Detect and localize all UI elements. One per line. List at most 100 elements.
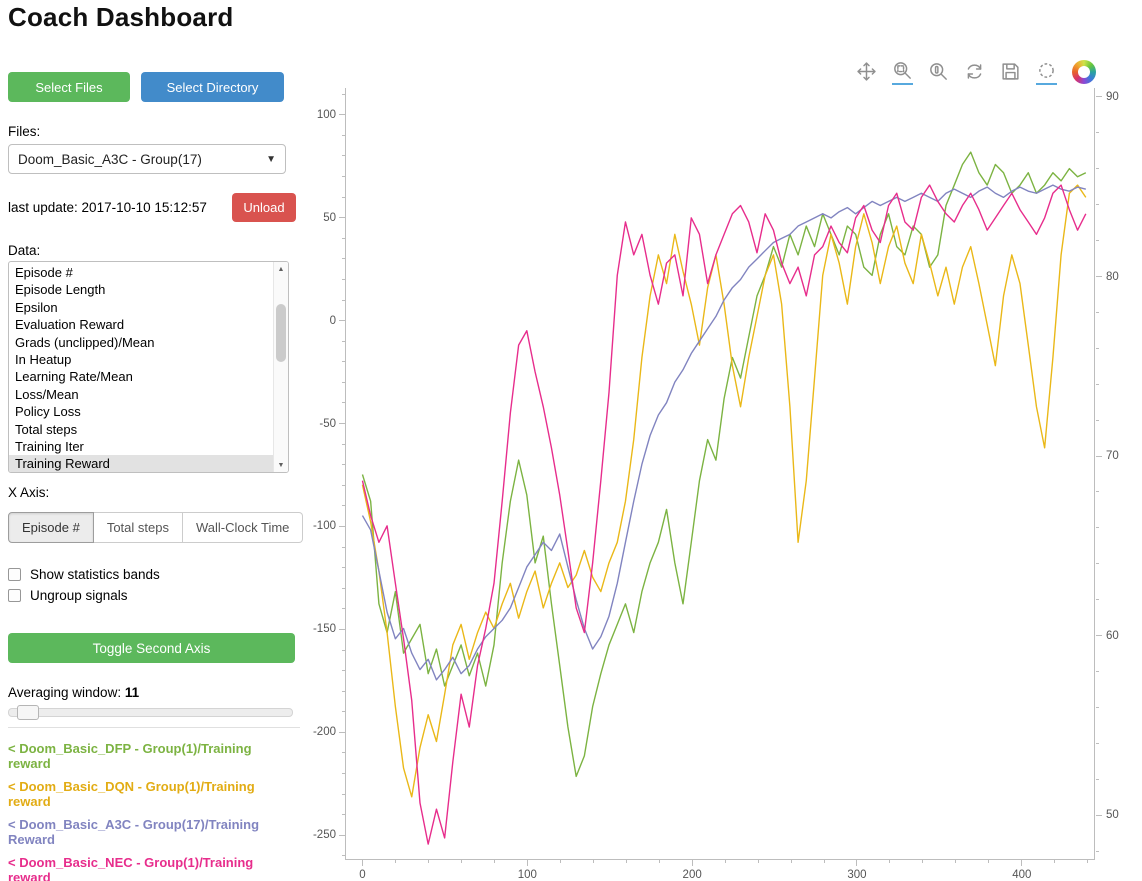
chevron-down-icon: ▼: [266, 153, 276, 165]
tick-mark: [1096, 419, 1099, 421]
tick-mark: [1096, 599, 1099, 601]
data-listbox[interactable]: Episode # Episode Length Epsilon Evaluation…: [8, 261, 289, 473]
legend-item[interactable]: < Doom_Basic_DFP - Group(1)/Training rew…: [8, 741, 252, 771]
tick-mark: [1096, 814, 1102, 816]
last-update-row: last update: 2017-10-10 15:12:57 Unload: [8, 193, 296, 222]
unload-button[interactable]: Unload: [232, 193, 296, 222]
tick-mark: [339, 114, 345, 116]
tick-mark: [493, 860, 495, 863]
plot-area[interactable]: 100 50 0 -50 -100 -150 -200 -250 0 100 200 300 400 90…: [313, 88, 1119, 881]
tick-mark: [394, 860, 396, 863]
list-item[interactable]: In Heatup: [15, 352, 72, 368]
tick-mark: [724, 860, 726, 863]
legend-item[interactable]: < Doom_Basic_A3C - Group(17)/Training Re…: [8, 817, 260, 847]
x-axis-option-button[interactable]: Wall-Clock Time: [182, 512, 304, 543]
hover-icon[interactable]: [1036, 58, 1057, 85]
tick-mark: [460, 860, 462, 863]
tick-mark: [1054, 860, 1056, 863]
legend-item[interactable]: < Doom_Basic_NEC - Group(1)/Training rew…: [8, 855, 254, 881]
list-item[interactable]: Training Iter: [15, 439, 84, 455]
y-axis-left-tick-label: -50: [319, 417, 336, 430]
list-item[interactable]: Learning Rate/Mean: [15, 369, 133, 385]
tick-mark: [342, 155, 345, 157]
y-axis-left-tick-label: 100: [316, 108, 336, 121]
reset-icon[interactable]: [964, 58, 985, 85]
tick-mark: [1096, 96, 1102, 98]
tick-mark: [342, 134, 345, 136]
scroll-down-icon[interactable]: ▼: [277, 462, 285, 469]
tick-mark: [823, 860, 825, 863]
show-statistics-checkbox[interactable]: [8, 568, 21, 581]
tick-mark: [342, 567, 345, 569]
tick-mark: [427, 860, 429, 863]
list-item[interactable]: Policy Loss: [15, 404, 81, 420]
y-axis-left-tick-label: -100: [312, 520, 336, 533]
bokeh-logo[interactable]: [1072, 58, 1096, 85]
tick-mark: [1096, 204, 1099, 206]
tick-mark: [342, 237, 345, 239]
scrollbar-thumb[interactable]: [276, 304, 286, 362]
tick-mark: [361, 860, 363, 866]
tick-mark: [342, 258, 345, 260]
list-item[interactable]: Loss/Mean: [15, 386, 79, 402]
list-item[interactable]: Grads (unclipped)/Mean: [15, 334, 155, 350]
wheel-zoom-icon[interactable]: [928, 58, 949, 85]
data-label: Data:: [8, 243, 41, 258]
tick-mark: [342, 361, 345, 363]
list-item[interactable]: Episode #: [15, 265, 73, 280]
pan-icon[interactable]: [856, 58, 877, 85]
tick-mark: [339, 834, 345, 836]
files-dropdown[interactable]: Doom_Basic_A3C - Group(17) ▼: [8, 144, 286, 174]
scroll-up-icon[interactable]: ▲: [277, 266, 285, 273]
tick-mark: [342, 299, 345, 301]
tick-mark: [342, 278, 345, 280]
select-files-button[interactable]: Select Files: [8, 72, 130, 102]
tick-mark: [1021, 860, 1023, 866]
tick-mark: [1096, 347, 1099, 349]
list-item[interactable]: Total steps: [15, 421, 78, 437]
save-icon[interactable]: [1000, 58, 1021, 85]
tick-mark: [342, 546, 345, 548]
tick-mark: [1096, 455, 1102, 457]
tick-mark: [342, 340, 345, 342]
tick-mark: [1096, 311, 1099, 313]
legend-divider: [8, 727, 300, 728]
tick-mark: [1096, 132, 1099, 134]
tick-mark: [342, 608, 345, 610]
averaging-slider-thumb[interactable]: [17, 705, 39, 720]
listbox-scrollbar[interactable]: ▲ ▼: [273, 262, 288, 472]
tick-mark: [1096, 635, 1102, 637]
tick-mark: [342, 381, 345, 383]
ungroup-signals-label: Ungroup signals: [30, 588, 128, 603]
x-axis-tick-label: 0: [359, 869, 366, 881]
legend-item[interactable]: < Doom_Basic_DQN - Group(1)/Training rew…: [8, 779, 255, 809]
tick-mark: [922, 860, 924, 863]
select-directory-button[interactable]: Select Directory: [141, 72, 284, 102]
x-axis-option-button[interactable]: Episode #: [8, 512, 94, 543]
chart: 100 50 0 -50 -100 -150 -200 -250 0 100 200 300 400 90…: [313, 52, 1140, 881]
toggle-second-axis-button[interactable]: Toggle Second Axis: [8, 633, 295, 663]
chart-canvas: [361, 151, 1087, 845]
tick-mark: [342, 402, 345, 404]
list-item[interactable]: Episode Length: [15, 282, 106, 298]
list-item[interactable]: Evaluation Reward: [15, 317, 125, 333]
list-item[interactable]: Training Reward: [9, 455, 273, 472]
tick-mark: [658, 860, 660, 863]
tick-mark: [342, 196, 345, 198]
list-item[interactable]: Epsilon: [15, 299, 58, 315]
y-axis-left-tick-label: 50: [323, 211, 336, 224]
box-zoom-icon[interactable]: [892, 58, 913, 85]
averaging-window-value: 11: [124, 685, 140, 700]
ungroup-signals-row: Ungroup signals: [8, 588, 300, 603]
tick-mark: [339, 731, 345, 733]
tick-mark: [625, 860, 627, 863]
x-axis-option-button[interactable]: Total steps: [93, 512, 183, 543]
averaging-slider[interactable]: [8, 705, 293, 720]
tick-mark: [342, 814, 345, 816]
data-list: Episode # Episode Length Epsilon Evaluation…: [9, 262, 273, 472]
bokeh-toolbar: [856, 58, 1096, 85]
x-axis-tick-label: 100: [517, 869, 537, 881]
ungroup-signals-checkbox[interactable]: [8, 589, 21, 602]
tick-mark: [1096, 742, 1099, 744]
tick-mark: [889, 860, 891, 863]
